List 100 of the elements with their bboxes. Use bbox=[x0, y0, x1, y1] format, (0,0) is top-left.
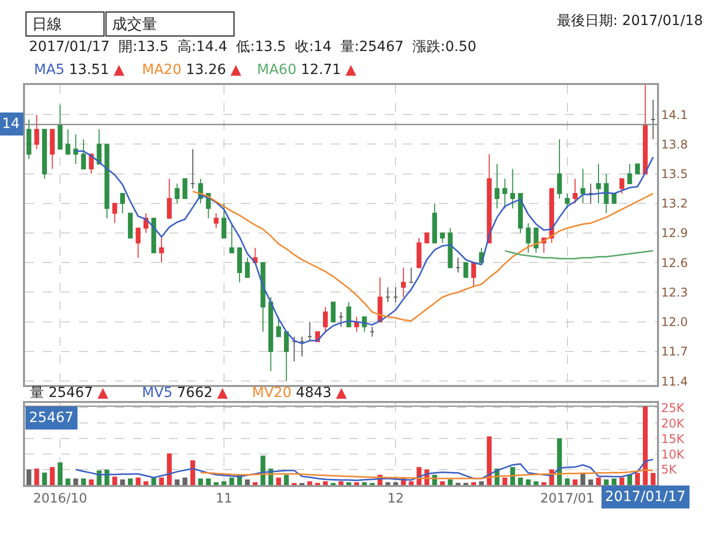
text: 2017/01/17 開:13.5 高:14.4 低:13.5 收:14 量:25467 漲跌:0.50 bbox=[29, 39, 476, 55]
candlestick bbox=[612, 193, 616, 204]
bar bbox=[393, 482, 398, 485]
candlestick bbox=[440, 232, 445, 244]
bar bbox=[338, 481, 344, 485]
candlestick bbox=[564, 193, 570, 209]
candlestick bbox=[292, 336, 297, 362]
y-tick-label: 12.9 bbox=[661, 226, 688, 240]
candlestick bbox=[120, 193, 125, 214]
bar bbox=[448, 479, 453, 485]
candlestick bbox=[268, 296, 274, 372]
bar bbox=[518, 478, 523, 485]
candlestick bbox=[502, 178, 508, 209]
candlestick bbox=[66, 128, 70, 155]
y-tick-label: 12.6 bbox=[661, 256, 688, 270]
bar bbox=[526, 479, 531, 485]
candlestick bbox=[300, 336, 304, 357]
text: MV20 bbox=[252, 385, 292, 401]
y-tick-label: 15K bbox=[661, 432, 686, 446]
candlestick bbox=[534, 228, 538, 254]
text: MA20 bbox=[142, 62, 182, 78]
line-series bbox=[192, 190, 654, 322]
bar bbox=[206, 478, 211, 485]
bar bbox=[612, 478, 617, 485]
bar bbox=[58, 462, 63, 485]
y-tick-label: 13.8 bbox=[661, 137, 688, 152]
line-series bbox=[74, 458, 654, 482]
candlestick bbox=[494, 163, 500, 209]
text: 13.51 ▲ bbox=[69, 62, 125, 78]
x-tick-label: 11 bbox=[216, 491, 232, 506]
bar bbox=[276, 478, 281, 485]
bar bbox=[564, 478, 570, 485]
candlestick bbox=[338, 311, 344, 328]
bar bbox=[104, 470, 110, 485]
candlestick bbox=[174, 183, 180, 204]
bar bbox=[502, 478, 508, 485]
bar bbox=[588, 479, 594, 485]
candlestick bbox=[81, 138, 86, 170]
bar bbox=[144, 481, 148, 485]
bar bbox=[284, 474, 289, 485]
bar bbox=[26, 470, 32, 485]
candlestick bbox=[166, 178, 172, 219]
bar bbox=[534, 481, 538, 485]
line-series bbox=[504, 250, 654, 260]
candlestick bbox=[244, 257, 250, 278]
candlestick bbox=[627, 163, 632, 184]
candlestick bbox=[26, 119, 32, 160]
candlestick bbox=[190, 148, 196, 190]
bar bbox=[362, 482, 367, 485]
candlestick bbox=[619, 178, 624, 194]
bar bbox=[42, 472, 47, 485]
y-tick-label: 10K bbox=[661, 447, 686, 462]
bar bbox=[510, 467, 516, 485]
candlestick bbox=[229, 222, 234, 254]
bar bbox=[229, 478, 234, 485]
candlestick bbox=[401, 267, 406, 298]
bar bbox=[182, 478, 188, 485]
candlestick bbox=[42, 128, 47, 180]
candlestick bbox=[128, 212, 133, 238]
candlestick bbox=[73, 134, 78, 164]
candlestick bbox=[237, 247, 242, 283]
text: MA60 bbox=[257, 62, 296, 78]
candlestick bbox=[408, 267, 414, 283]
candlestick bbox=[642, 85, 648, 174]
candlestick bbox=[510, 168, 516, 209]
x-tick-label: 12 bbox=[387, 491, 404, 506]
bar bbox=[604, 479, 609, 485]
ref-line-label: 25467 bbox=[29, 410, 74, 426]
candlestick bbox=[182, 178, 188, 199]
candlestick bbox=[432, 202, 438, 244]
bar bbox=[346, 482, 352, 485]
candlestick bbox=[307, 321, 312, 342]
candlestick bbox=[222, 202, 226, 238]
candlestick bbox=[518, 193, 523, 234]
bar bbox=[120, 479, 125, 485]
text: 最後日期: 2017/01/18 bbox=[557, 13, 703, 29]
candlestick bbox=[424, 232, 430, 244]
candlestick bbox=[572, 178, 578, 204]
y-tick-label: 11.4 bbox=[661, 374, 688, 388]
candlestick bbox=[58, 104, 63, 150]
candlestick bbox=[580, 168, 586, 204]
candlestick bbox=[284, 331, 289, 382]
y-tick-label: 20K bbox=[661, 416, 686, 430]
text: 日線 bbox=[32, 15, 62, 33]
bar bbox=[73, 478, 78, 485]
y-tick-label: 12.3 bbox=[661, 285, 688, 300]
bar bbox=[650, 472, 656, 485]
bar bbox=[596, 478, 601, 485]
bar bbox=[572, 479, 578, 485]
text: 2017/01/17 bbox=[605, 489, 686, 505]
candlestick bbox=[276, 316, 281, 338]
candlestick bbox=[104, 144, 110, 219]
bar bbox=[166, 453, 172, 485]
bar bbox=[65, 478, 70, 485]
candlestick bbox=[50, 128, 55, 170]
candlestick bbox=[354, 316, 360, 332]
bar bbox=[222, 481, 226, 485]
candlestick bbox=[526, 222, 531, 254]
bar bbox=[174, 479, 180, 485]
candlestick bbox=[322, 306, 328, 332]
